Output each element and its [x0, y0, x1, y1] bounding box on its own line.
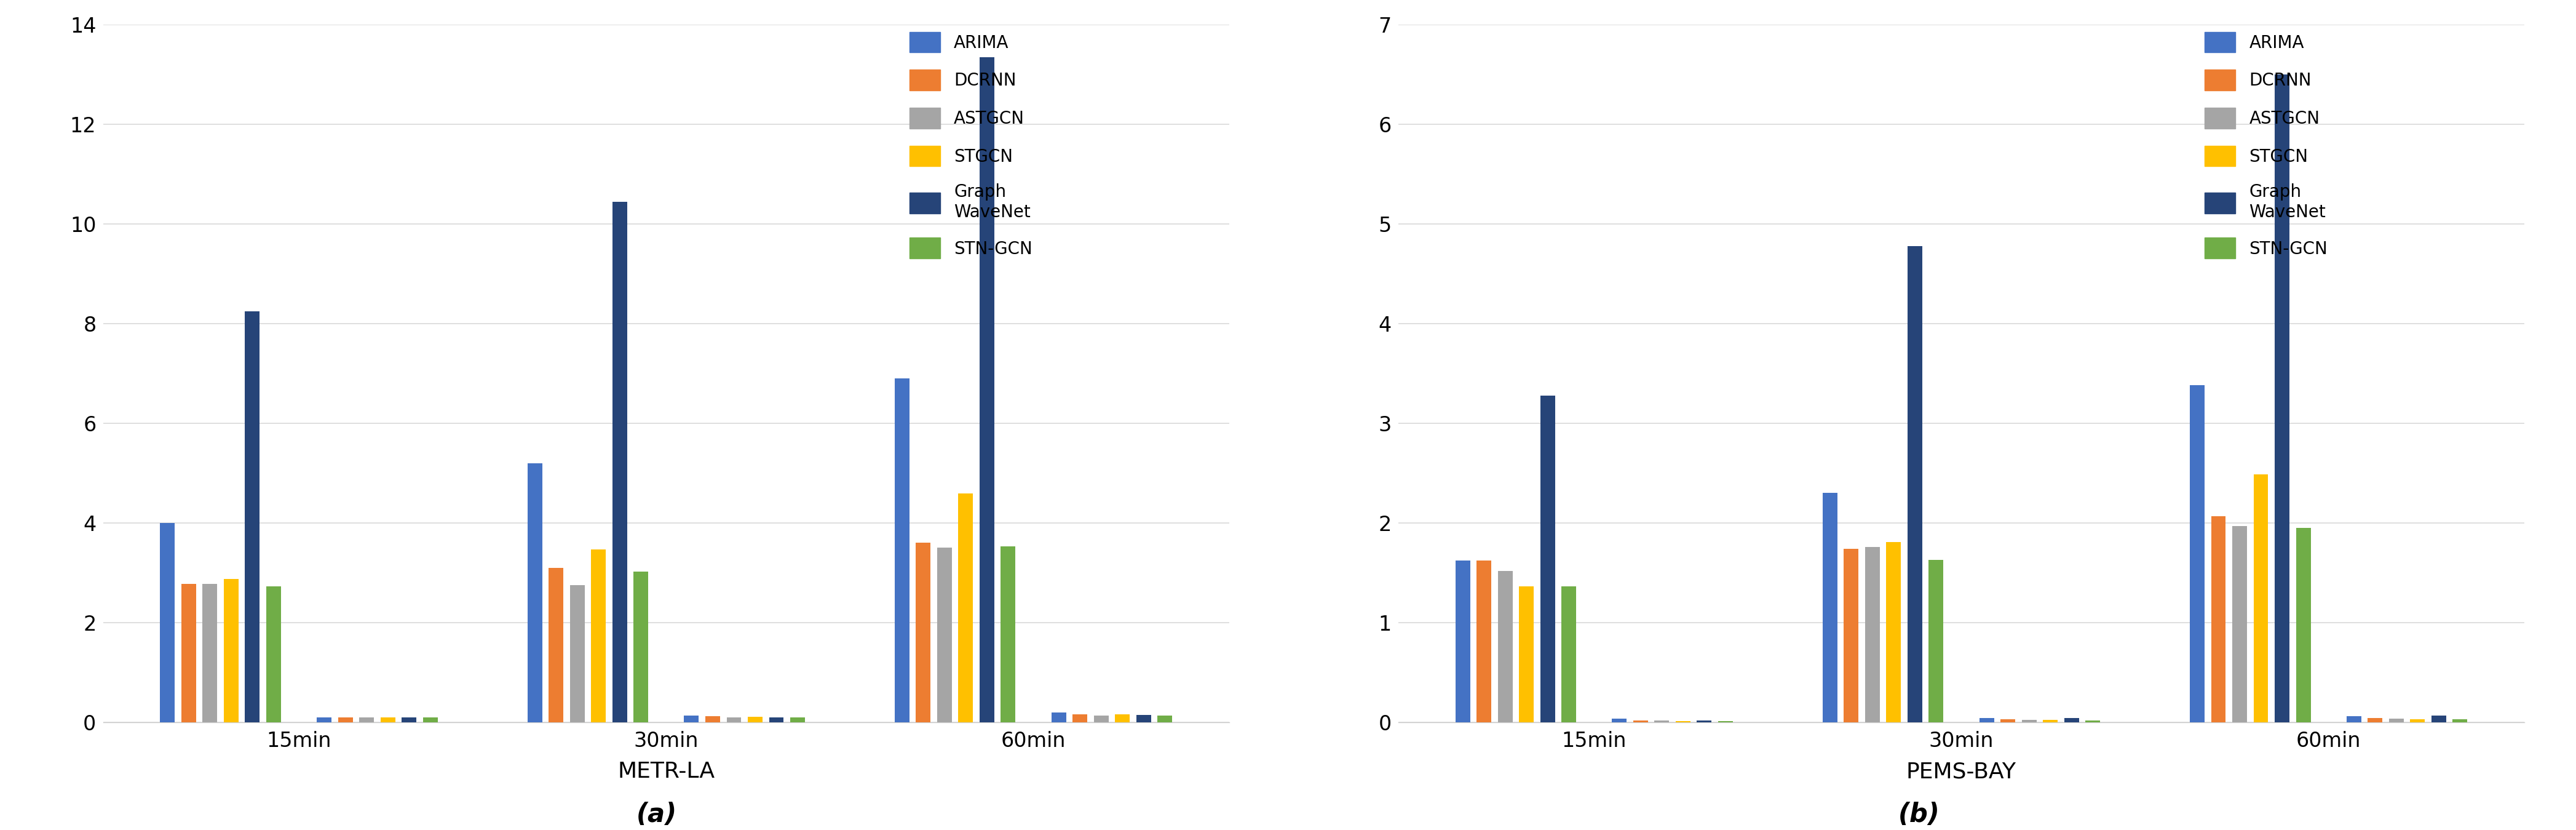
Bar — [204, 584, 216, 722]
Bar — [549, 568, 564, 722]
Bar — [979, 57, 994, 722]
Bar — [1906, 246, 1922, 722]
Bar — [528, 463, 541, 722]
Bar — [2347, 716, 2362, 722]
Bar — [706, 716, 721, 722]
Bar — [2063, 718, 2079, 722]
Bar — [245, 311, 260, 722]
Bar — [317, 717, 332, 722]
Bar — [1520, 587, 1533, 722]
Bar — [917, 543, 930, 722]
Bar — [2452, 720, 2468, 722]
Bar — [1051, 713, 1066, 722]
Bar — [1455, 561, 1471, 722]
Bar — [2367, 718, 2383, 722]
Bar — [569, 585, 585, 722]
Bar — [634, 572, 649, 722]
Bar — [770, 717, 783, 722]
Bar — [381, 718, 394, 722]
Bar — [337, 718, 353, 722]
Bar — [2087, 720, 2099, 722]
Bar — [1095, 715, 1108, 722]
Bar — [2411, 719, 2424, 722]
Bar — [2022, 720, 2038, 722]
Legend: ARIMA, DCRNN, ASTGCN, STGCN, Graph
WaveNet, STN-GCN: ARIMA, DCRNN, ASTGCN, STGCN, Graph WaveN… — [902, 25, 1038, 266]
Bar — [1476, 561, 1492, 722]
Bar — [2275, 75, 2290, 722]
Bar — [2295, 528, 2311, 722]
Bar — [1677, 720, 1690, 722]
Bar — [958, 494, 974, 722]
Bar — [1561, 587, 1577, 722]
Bar — [938, 548, 951, 722]
Bar — [2002, 720, 2014, 722]
X-axis label: PEMS-BAY: PEMS-BAY — [1906, 761, 2017, 782]
Bar — [402, 718, 417, 722]
Bar — [2043, 720, 2058, 722]
Bar — [1929, 559, 1942, 722]
Bar — [358, 718, 374, 722]
Bar — [590, 549, 605, 722]
Bar — [1002, 546, 1015, 722]
Bar — [685, 715, 698, 722]
Bar — [2388, 719, 2403, 722]
Bar — [1136, 715, 1151, 722]
Bar — [1865, 547, 1880, 722]
Bar — [1698, 720, 1710, 722]
Bar — [180, 584, 196, 722]
Legend: ARIMA, DCRNN, ASTGCN, STGCN, Graph
WaveNet, STN-GCN: ARIMA, DCRNN, ASTGCN, STGCN, Graph WaveN… — [2197, 25, 2334, 266]
Bar — [2190, 385, 2205, 722]
Bar — [747, 716, 762, 722]
Bar — [791, 717, 804, 722]
Text: (a): (a) — [636, 802, 677, 828]
Bar — [1157, 715, 1172, 722]
Bar — [1115, 715, 1131, 722]
Bar — [224, 579, 240, 722]
Bar — [2254, 474, 2269, 722]
Bar — [1072, 714, 1087, 722]
Text: (b): (b) — [1899, 802, 1940, 828]
Bar — [1497, 571, 1512, 722]
Bar — [613, 202, 626, 722]
Bar — [1633, 720, 1649, 722]
Bar — [1886, 542, 1901, 722]
X-axis label: METR-LA: METR-LA — [618, 761, 714, 782]
Bar — [2210, 516, 2226, 722]
Bar — [1844, 549, 1857, 722]
Bar — [422, 718, 438, 722]
Bar — [894, 378, 909, 722]
Bar — [1978, 718, 1994, 722]
Bar — [1824, 493, 1837, 722]
Bar — [726, 717, 742, 722]
Bar — [1613, 719, 1625, 722]
Bar — [2432, 715, 2447, 722]
Bar — [1654, 720, 1669, 722]
Bar — [160, 523, 175, 722]
Bar — [1718, 720, 1734, 722]
Bar — [2233, 526, 2246, 722]
Bar — [1540, 395, 1556, 722]
Bar — [265, 586, 281, 722]
